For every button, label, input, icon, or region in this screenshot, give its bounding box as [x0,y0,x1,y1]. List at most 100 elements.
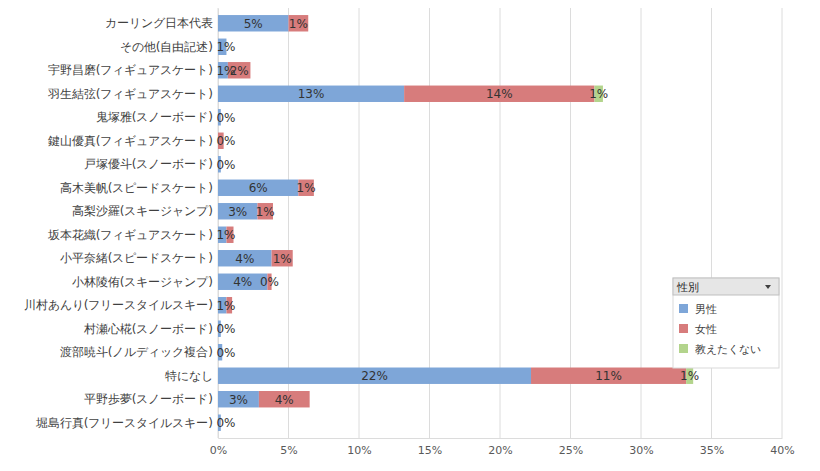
bar-segment [292,250,293,266]
data-label: 3% [229,393,248,407]
x-tick-label: 5% [280,444,297,457]
y-tick-label: 戸塚優斗(スノーボード) [84,157,213,171]
y-tick-label: 平野歩夢(スノーボード) [84,392,213,406]
data-label: 1% [256,205,275,219]
data-label: 2% [230,64,249,78]
x-tick-label: 10% [347,444,371,457]
grid-line [782,8,783,438]
data-label: 5% [244,17,263,31]
y-tick: 鬼塚雅(スノーボード) [96,110,218,124]
data-label: 11% [595,369,622,383]
bar-segment [250,62,251,78]
y-tick-label: 坂本花織(フィギュアスケート) [47,228,213,242]
y-tick-label: 高木美帆(スピードスケート) [60,181,213,195]
data-label: 0% [260,275,279,289]
data-label: 4% [233,275,252,289]
series-bars [218,15,531,431]
data-label: 1% [680,369,699,383]
data-label: 0% [216,158,235,172]
x-axis: 0% 5% 10% 15% 20% 25% 30% 35% 40% [210,438,795,457]
y-tick-label: 宇野昌磨(フィギュアスケート) [48,63,213,77]
y-tick-label: その他(自由記述) [120,40,213,54]
legend-box [673,278,779,368]
x-tick-label: 35% [700,444,724,457]
legend-label: 男性 [695,303,717,316]
y-tick-label: 羽生結弦(フィギュアスケート) [47,87,213,101]
x-tick: 15% [418,438,442,457]
bar-segment [218,203,257,219]
legend-dropdown [765,285,771,289]
bar-segment [309,391,310,407]
bar-segment [218,86,404,102]
x-tick: 30% [629,438,653,457]
bar-segment [531,368,686,384]
y-tick: その他(自由記述) [120,40,218,54]
y-tick-label: 堀島行真(フリースタイルスキー) [35,416,213,430]
data-label: 1% [297,181,316,195]
data-label: 1% [216,40,235,54]
y-tick-label: 村瀬心椛(スノーボード) [83,322,213,336]
data-label: 22% [361,369,388,383]
y-tick-label: 渡部暁斗(ノルディック複合) [60,345,213,359]
legend-swatch [679,304,688,313]
grid-line [711,8,712,438]
x-tick: 25% [559,438,583,457]
y-tick: 特になし [165,369,218,383]
bar-segment [218,15,289,31]
x-tick: 0% [210,438,227,457]
x-axis-line [219,438,783,439]
x-tick: 35% [700,438,724,457]
y-tick: 宇野昌磨(フィギュアスケート) [48,63,218,77]
bar-segment [228,62,251,78]
data-label: 0% [216,134,235,148]
bar-segment [259,391,310,407]
y-tick: 高木美帆(スピードスケート) [60,181,218,195]
y-tick: 村瀬心椛(スノーボード) [83,322,218,336]
y-tick-label: 小平奈緒(スピードスケート) [60,251,213,265]
y-tick-label: 高梨沙羅(スキージャンプ) [72,204,213,218]
data-labels: 5%1%1%13%0%0%6%3%1%4%4%1%0%0%22%3%0%1%2%… [216,17,699,430]
data-label: 4% [275,393,294,407]
bar-segment [272,250,293,266]
y-tick: 堀島行真(フリースタイルスキー) [35,416,218,430]
y-tick: 戸塚優斗(スノーボード) [84,157,218,171]
legend-label: 教えたくない [695,343,761,356]
y-tick-label: 鍵山優真(フィギュアスケート) [48,134,213,148]
data-label: 13% [298,87,325,101]
data-label: 0% [216,111,235,125]
y-tick: カーリング日本代表 [105,16,218,30]
y-tick-label: 川村あんり(フリースタイルスキー) [24,298,213,312]
legend-title: 性別 [676,281,699,294]
y-tick: 高梨沙羅(スキージャンプ) [72,204,218,218]
data-label: 1% [289,17,308,31]
legend-swatch [679,324,688,333]
series-bars [218,15,686,407]
x-tick-label: 40% [770,444,794,457]
y-axis: カーリング日本代表その他(自由記述) 宇野昌磨(フィギュアスケート) 羽生結弦(フィ… [24,9,219,439]
bar-segment [218,180,298,196]
y-tick-label: カーリング日本代表 [105,16,213,30]
legend-swatch [679,344,688,353]
x-tick: 10% [347,438,371,457]
data-label: 1% [216,228,235,242]
bars [218,15,693,431]
legend-label: 女性 [695,323,717,336]
y-tick: 渡部暁斗(ノルディック複合) [60,345,218,359]
data-label: 4% [235,252,254,266]
data-label: 1% [216,299,235,313]
data-label: 1% [589,87,608,101]
data-label: 14% [486,87,513,101]
chart: 0% 5% 10% 15% 20% 25% 30% 35% 40% カーリング日本代表その他(自由… [0,0,820,471]
x-tick-label: 0% [210,444,227,457]
data-label: 6% [249,181,268,195]
bar-segment [218,391,259,407]
legend-header [673,278,779,295]
y-tick-label: 小林陵侑(スキージャンプ) [72,275,213,289]
x-tick: 40% [770,438,794,457]
x-tick: 20% [488,438,512,457]
y-tick: 小林陵侑(スキージャンプ) [72,275,218,289]
data-label: 0% [216,416,235,430]
y-tick: 羽生結弦(フィギュアスケート) [47,87,218,101]
plot: 0% 5% 10% 15% 20% 25% 30% 35% 40% カーリング日本代表その他(自由… [24,8,795,457]
bar-segment [404,86,594,102]
